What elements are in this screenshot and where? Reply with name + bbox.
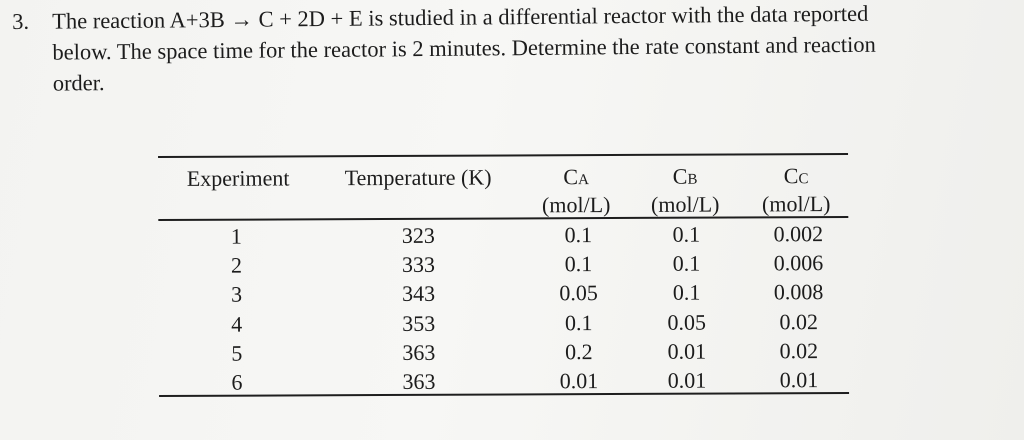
table-body: 1 323 0.1 0.1 0.002 2 333 0.1 0.1 0.006 3 343 0.05 0.… [158, 147, 848, 395]
cell-cb: 0.1 [672, 221, 701, 247]
header-cc-symbol: C [783, 163, 799, 189]
header-ca-symbol: C [563, 164, 579, 190]
cell-cb: 0.1 [672, 250, 701, 276]
table-top-rule [158, 152, 849, 158]
header-ca-unit: (mol/L) [541, 192, 611, 218]
header-cb-unit: (mol/L) [650, 191, 720, 217]
table-row: 4 353 0.1 0.05 0.02 [158, 147, 848, 337]
cell-ca: 0.2 [565, 338, 593, 365]
cell-cc: 0.006 [773, 250, 824, 276]
cell-experiment: 2 [230, 252, 243, 278]
cell-cb: 0.01 [667, 338, 707, 364]
cell-cb: 0.1 [672, 280, 701, 306]
cell-experiment: 3 [231, 282, 243, 308]
table-bottom-rule [159, 391, 850, 397]
cell-temperature: 363 [402, 339, 436, 365]
cell-cc: 0.008 [773, 279, 824, 305]
cell-cc: 0.01 [779, 367, 819, 393]
cell-experiment: 4 [231, 311, 243, 337]
cell-experiment: 1 [230, 223, 242, 249]
cell-cc: 0.002 [773, 221, 824, 247]
table-header-rule [158, 215, 849, 221]
header-ca: CA [526, 164, 626, 193]
cell-ca: 0.01 [559, 368, 599, 394]
cell-ca: 0.1 [564, 222, 593, 248]
cell-temperature: 333 [401, 251, 436, 278]
cell-cc: 0.02 [779, 308, 819, 334]
header-cc-subscript: C [798, 171, 809, 188]
cell-cb: 0.05 [667, 309, 707, 335]
cell-temperature: 343 [402, 281, 436, 307]
cell-experiment: 6 [231, 369, 243, 395]
header-cb: CB [630, 163, 740, 192]
table-row: 6 363 0.01 0.01 0.01 [158, 147, 848, 395]
header-ca-subscript: A [578, 172, 589, 189]
cell-ca: 0.1 [564, 309, 593, 335]
header-cc: CC [744, 163, 848, 192]
header-temperature: Temperature (K) [344, 164, 492, 191]
cell-temperature: 353 [402, 310, 436, 336]
problem-statement: 3. The reaction A+3B → C + 2D + E is stu… [12, 0, 1012, 96]
header-cb-subscript: B [687, 171, 698, 188]
cell-cc: 0.02 [779, 337, 819, 364]
problem-number: 3. [12, 8, 30, 34]
header-experiment: Experiment [186, 165, 290, 191]
table-row: 5 363 0.2 0.01 0.02 [158, 147, 848, 366]
cell-temperature: 323 [401, 222, 435, 248]
table-row: 2 333 0.1 0.1 0.006 [158, 147, 848, 278]
data-table: Experiment Temperature (K) CA CB CC (mol… [158, 147, 850, 405]
cell-ca: 0.05 [559, 280, 598, 306]
table-row: 3 343 0.05 0.1 0.008 [158, 147, 848, 307]
cell-ca: 0.1 [564, 251, 593, 277]
cell-temperature: 363 [402, 368, 436, 394]
header-cb-symbol: C [672, 163, 688, 189]
cell-experiment: 5 [231, 340, 243, 366]
header-cc-unit: (mol/L) [761, 191, 831, 217]
problem-text: The reaction A+3B → C + 2D + E is studie… [52, 0, 1013, 99]
cell-cb: 0.01 [667, 367, 707, 393]
table-row: 1 323 0.1 0.1 0.002 [158, 147, 848, 249]
